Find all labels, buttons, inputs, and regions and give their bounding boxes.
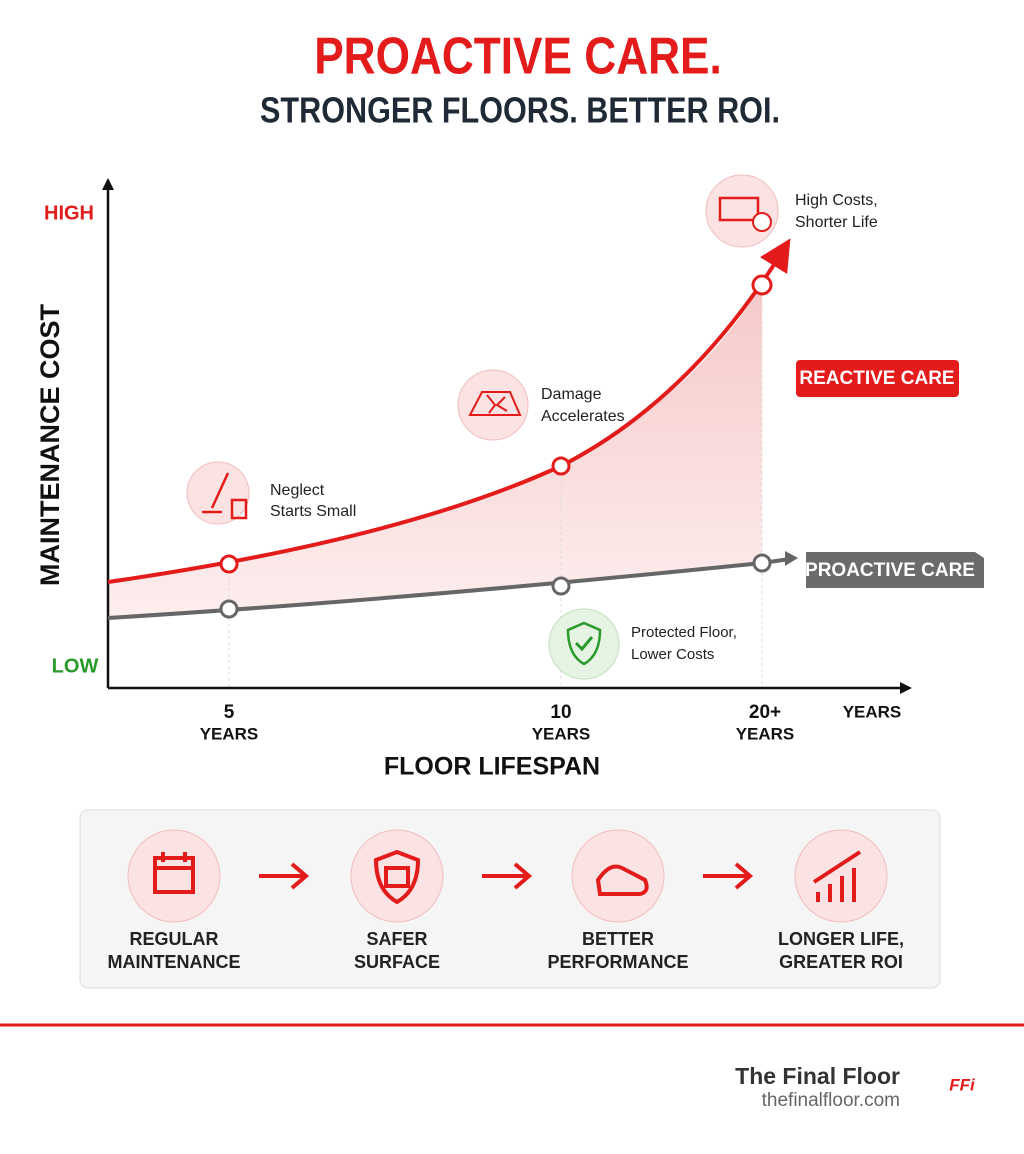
proactive-label: PROACTIVE CARE [805, 560, 975, 581]
step-label: SURFACE [354, 952, 440, 972]
step-arrow [259, 862, 310, 890]
step-arrow [482, 862, 533, 890]
annotation: Damage [541, 386, 602, 403]
step-icon-bg [127, 829, 221, 923]
annotation: Neglect [270, 482, 325, 499]
steps: REGULAR MAINTENANCE SAFER SURFACE BETTER PERF… [108, 829, 904, 972]
step-label: BETTER [582, 929, 654, 949]
step-icon-bg [350, 829, 444, 923]
step-icon [153, 852, 195, 894]
step-label: MAINTENANCE [108, 952, 241, 972]
step-label: LONGER LIFE, [778, 929, 904, 949]
title: PROACTIVE CARE. [314, 27, 722, 85]
y-low: LOW [52, 655, 99, 677]
url: thefinalfloor.com [762, 1090, 900, 1111]
proactive-line [107, 557, 791, 620]
brand: The Final Floor [735, 1063, 900, 1089]
logo: FFi [949, 1075, 976, 1094]
x-label: YEARS [532, 724, 591, 743]
points [219, 274, 773, 619]
y-axis-label: MAINTENANCE COST [35, 303, 65, 586]
step-icon [373, 849, 421, 905]
x-axis-label: FLOOR LIFESPAN [384, 753, 600, 781]
x-end: YEARS [843, 702, 902, 721]
step-label: GREATER ROI [779, 952, 903, 972]
annotation: High Costs, [795, 192, 878, 209]
x-label: 5 [224, 702, 235, 723]
x-label: YEARS [736, 724, 795, 743]
x-label: 10 [550, 702, 571, 723]
step-label: REGULAR [130, 929, 219, 949]
step-icon [595, 864, 649, 896]
step-label: PERFORMANCE [547, 952, 688, 972]
annotation: Accelerates [541, 408, 625, 425]
reactive-line [107, 238, 791, 584]
subtitle: STRONGER FLOORS. BETTER ROI. [260, 91, 780, 131]
step-arrow [703, 862, 754, 890]
y-high: HIGH [44, 202, 94, 224]
annotation-icons [186, 174, 779, 680]
reactive-badge [796, 360, 959, 397]
proactive-badge [806, 552, 984, 588]
step-icon [812, 850, 862, 902]
x-label: YEARS [200, 724, 259, 743]
cost-gap-area [108, 285, 762, 618]
step-icon-bg [571, 829, 665, 923]
annotation: Protected Floor, [631, 624, 737, 641]
step-label: SAFER [366, 929, 427, 949]
annotation: Lower Costs [631, 646, 714, 663]
annotation: Shorter Life [795, 214, 878, 231]
annotation: Starts Small [270, 503, 356, 520]
annotations: Neglect Starts Small Damage Accelerates … [270, 192, 878, 663]
reactive-label: REACTIVE CARE [799, 368, 954, 389]
x-label: 20+ [749, 702, 781, 723]
steps-panel [79, 809, 941, 989]
